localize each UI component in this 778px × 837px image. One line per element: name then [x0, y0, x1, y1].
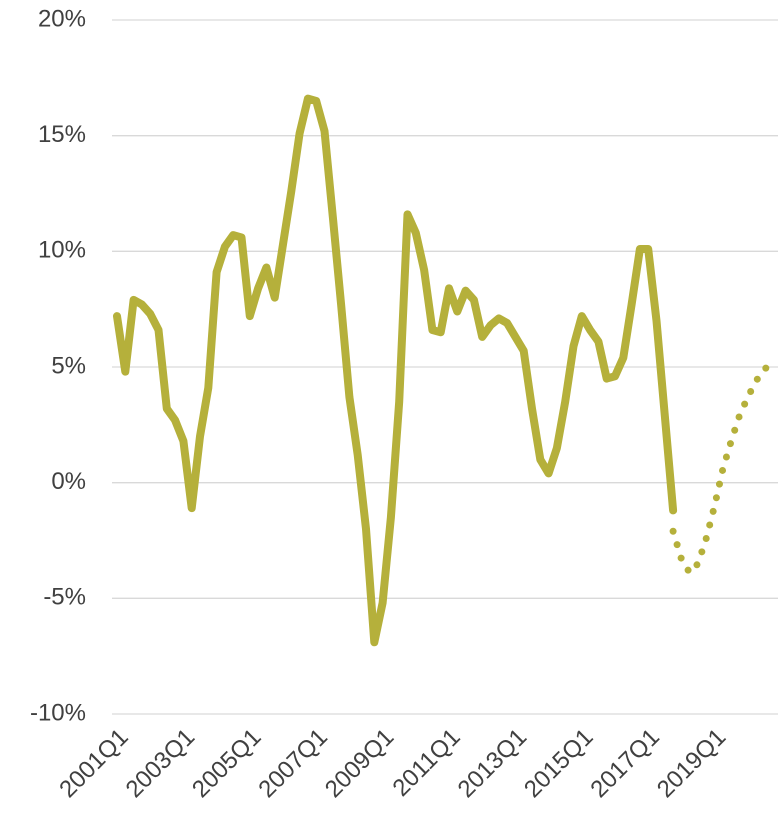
x-tick-label: 2001Q1	[54, 724, 133, 803]
data-line	[113, 94, 678, 647]
data-line	[669, 358, 777, 577]
x-tick-label: 2007Q1	[253, 724, 332, 803]
x-tick-label: 2009Q1	[320, 724, 399, 803]
y-tick-label: 5%	[51, 352, 86, 379]
x-tick-label: 2003Q1	[121, 724, 200, 803]
y-tick-label: 15%	[38, 121, 86, 148]
x-tick-label: 2013Q1	[453, 724, 532, 803]
y-tick-label: 0%	[51, 468, 86, 495]
y-tick-label: -5%	[43, 584, 86, 611]
x-tick-label: 2005Q1	[187, 724, 266, 803]
x-tick-label: 2017Q1	[585, 724, 664, 803]
x-tick-label: 2019Q1	[652, 724, 731, 803]
y-tick-label: 20%	[38, 5, 86, 32]
x-tick-label: 2011Q1	[388, 724, 466, 802]
y-tick-label: 10%	[38, 237, 86, 264]
x-tick-label: 2015Q1	[519, 724, 598, 803]
y-tick-label: -10%	[30, 699, 86, 726]
